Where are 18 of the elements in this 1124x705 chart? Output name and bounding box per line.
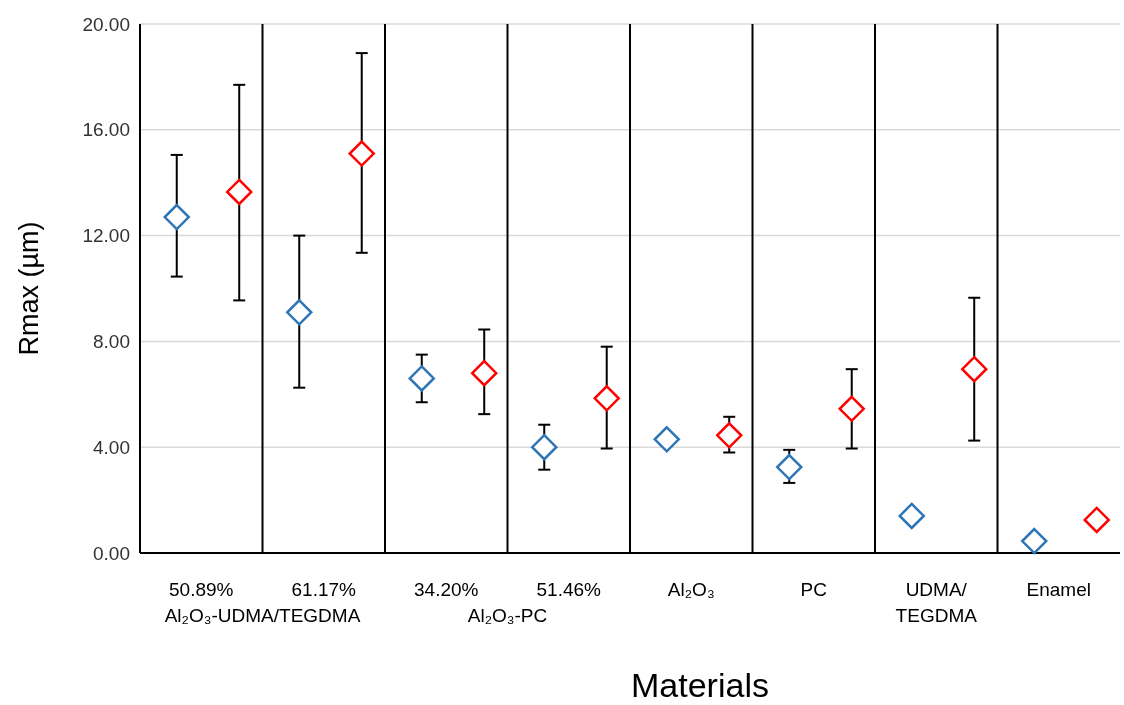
- y-axis-title: Rmax (µm): [14, 221, 44, 356]
- y-tick-label: 16.00: [82, 119, 130, 141]
- y-tick-label: 20.00: [82, 13, 130, 35]
- y-tick-label: 8.00: [93, 331, 130, 353]
- text: Al₂O₃-UDMA/TEGDMA: [164, 605, 361, 626]
- x-tick-label: 34.20%: [414, 579, 479, 600]
- x-tick-label: Al₂O₃: [667, 579, 715, 600]
- y-tick-label: 0.00: [93, 542, 130, 564]
- x-tick-label: PC: [800, 579, 827, 600]
- x-tick-label: 51.46%: [536, 579, 602, 600]
- text: Al₂O₃-PC: [467, 605, 548, 626]
- y-tick-label: 12.00: [82, 225, 130, 247]
- y-tick-label: 4.00: [93, 436, 130, 458]
- x-tick-label: UDMA/ TEGDMA: [895, 579, 978, 626]
- x-axis-title: Materials: [631, 666, 769, 704]
- x-tick-label: 50.89%: [169, 579, 234, 600]
- x-tick-label: Enamel: [1026, 579, 1091, 600]
- x-tick-label: 61.17%: [291, 579, 357, 600]
